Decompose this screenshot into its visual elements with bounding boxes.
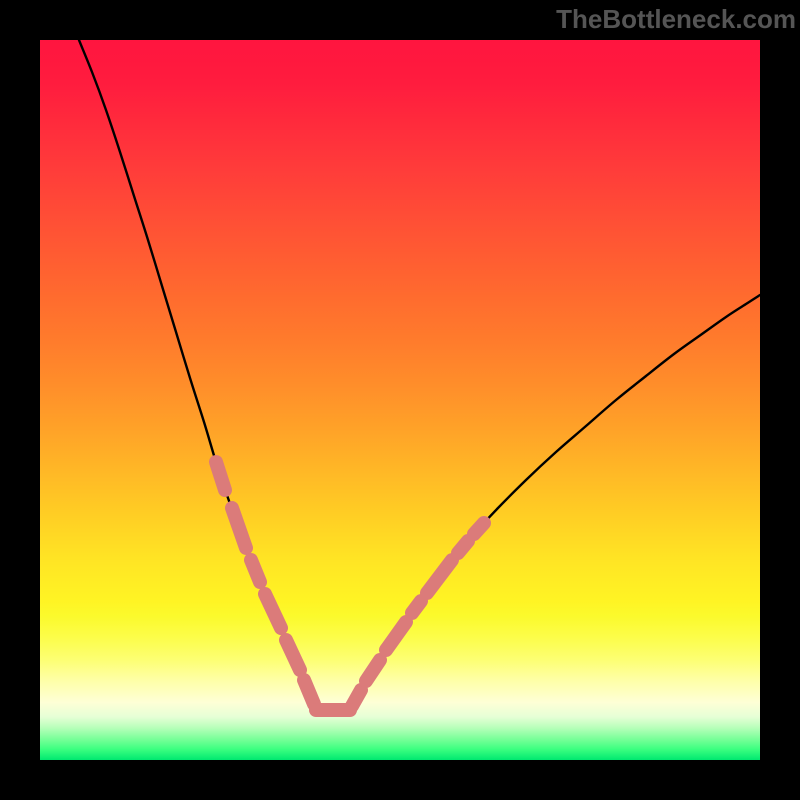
pink-right-seg-0	[352, 690, 361, 706]
plot-area	[40, 40, 760, 760]
pink-right-seg-3	[412, 601, 421, 613]
pink-right-seg-6	[474, 523, 484, 534]
curve-left	[79, 40, 317, 712]
pink-left-seg-4	[286, 640, 300, 670]
pink-right-seg-1	[366, 660, 380, 681]
pink-left-seg-3	[265, 594, 281, 628]
curve-layer	[40, 40, 760, 760]
pink-right-seg-5	[458, 541, 468, 553]
pink-right-seg-2	[386, 622, 406, 650]
pink-right-seg-4	[427, 560, 452, 593]
pink-left-seg-1	[232, 508, 246, 548]
pink-left-seg-5	[304, 680, 314, 704]
pink-left-seg-0	[216, 462, 225, 490]
pink-left-seg-2	[251, 560, 260, 582]
curve-right	[349, 295, 760, 712]
watermark-text: TheBottleneck.com	[556, 4, 796, 35]
